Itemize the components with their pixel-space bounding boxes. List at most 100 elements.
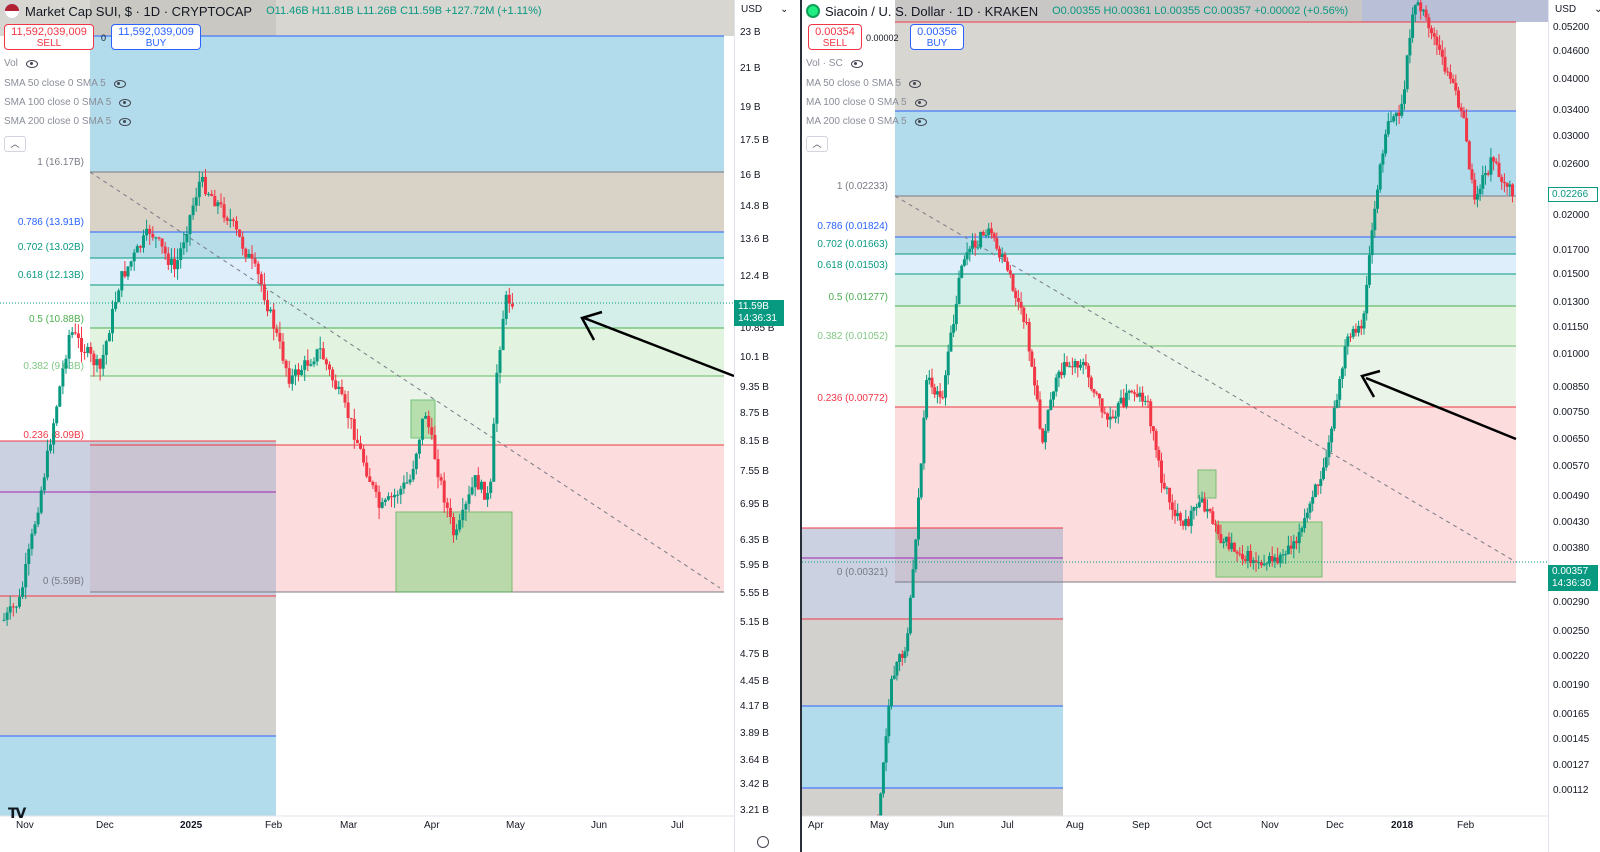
candle-body [1459, 107, 1463, 112]
left-symbol-title[interactable]: Market Cap SUI, $ · 1D · CRYPTOCAP [25, 3, 253, 19]
candle-body [476, 475, 480, 490]
candle-body [1189, 510, 1193, 526]
candle-body [1370, 230, 1374, 256]
candle-body [343, 394, 347, 403]
left-price-axis[interactable]: USD 23 B 21 B 19 B 17.5 B 16 B 14.8 B 13.6 B 12… [734, 0, 786, 852]
candle-body [1500, 177, 1504, 182]
price-tick-label: 0.04000 [1553, 74, 1590, 85]
price-tick-label: 9.35 B [740, 382, 769, 393]
eye-icon[interactable] [119, 98, 132, 107]
candle-body [331, 369, 335, 381]
right-indicator-ma100[interactable]: MA 100 close 0 SMA 5 [806, 97, 927, 108]
candle-body [1106, 413, 1109, 420]
candle-body [895, 661, 899, 676]
candle-body [1030, 351, 1034, 367]
collapse-legend-button[interactable]: ︿ [4, 136, 26, 152]
time-tick-label: Oct [1196, 820, 1212, 831]
candle-body [1313, 484, 1317, 498]
left-sell-button[interactable]: 11,592,039,009 SELL [4, 24, 94, 50]
eye-icon[interactable] [119, 117, 132, 126]
right-price-axis[interactable]: USD 0.05200 0.04600 0.04000 0.03400 0.03000 0… [1548, 0, 1600, 852]
right-symbol-title[interactable]: Siacoin / U. S. Dollar · 1D · KRAKEN [825, 3, 1039, 19]
fib-label: 0.236 (0.00772) [817, 393, 888, 404]
settings-icon[interactable] [757, 836, 769, 848]
candle-body [1138, 392, 1142, 397]
candle-body [42, 477, 46, 491]
chart-divider[interactable] [800, 0, 802, 852]
candle-body [1386, 121, 1390, 135]
candle-body [1322, 467, 1325, 480]
eye-icon[interactable] [850, 59, 863, 68]
left-indicator-vol[interactable]: Vol [4, 58, 38, 69]
candle-body [200, 176, 204, 182]
candle-body [930, 377, 934, 388]
candle-body [11, 606, 15, 608]
candle-body [1154, 431, 1158, 450]
left-chart-panel[interactable]: 1 (16.17B) 0.786 (13.91B) 0.702 (13.02B) 0.… [0, 0, 786, 852]
candle-body [1270, 555, 1274, 562]
left-indicator-sma200[interactable]: SMA 200 close 0 SMA 5 [4, 116, 132, 127]
left-buy-button[interactable]: 11,592,039,009 BUY [111, 24, 201, 50]
right-sell-button[interactable]: 0.00354 SELL [808, 24, 862, 50]
candle-body [1203, 498, 1207, 512]
candle-body [987, 228, 991, 235]
right-indicator-vol[interactable]: Vol · SC [806, 58, 863, 69]
candle-body [884, 736, 888, 763]
candle-body [486, 492, 490, 500]
candle-body [1357, 325, 1361, 333]
candle-body [1367, 255, 1371, 285]
candle-body [309, 364, 313, 366]
price-tick-label: 6.35 B [740, 535, 769, 546]
trendline [894, 195, 1517, 563]
eye-icon[interactable] [914, 98, 927, 107]
candle-body [1478, 188, 1482, 195]
candle-body [1070, 366, 1074, 368]
left-indicator-sma100[interactable]: SMA 100 close 0 SMA 5 [4, 97, 132, 108]
candle-body [430, 427, 434, 435]
candle-body [1178, 513, 1182, 521]
right-chart-canvas[interactable]: 1 (0.02233) 0.786 (0.01824) 0.702 (0.01663… [802, 0, 1600, 852]
gray-box-2 [802, 788, 1063, 816]
eye-icon[interactable] [25, 59, 38, 68]
fib-label: 0.786 (13.91B) [18, 217, 84, 228]
candle-body [45, 450, 49, 478]
candle-body [1505, 183, 1509, 187]
collapse-legend-button[interactable]: ︿ [806, 136, 828, 152]
eye-icon[interactable] [113, 79, 126, 88]
eye-icon[interactable] [909, 79, 922, 88]
candle-body [70, 332, 74, 335]
time-tick-label: Feb [1457, 820, 1475, 831]
price-tick-label: 6.95 B [740, 499, 769, 510]
candle-body [1187, 518, 1190, 526]
candle-body [61, 368, 65, 387]
candle-body [1349, 336, 1352, 338]
candle-body [1394, 112, 1398, 117]
candle-body [1286, 545, 1290, 555]
candle-body [954, 303, 958, 325]
candle-body [312, 361, 316, 365]
candle-body [501, 318, 505, 351]
left-chart-canvas[interactable]: 1 (16.17B) 0.786 (13.91B) 0.702 (13.02B) 0.… [0, 0, 786, 852]
eye-icon[interactable] [914, 117, 927, 126]
right-chart-panel[interactable]: 1 (0.02233) 0.786 (0.01824) 0.702 (0.01663… [802, 0, 1600, 852]
candle-body [76, 333, 80, 338]
blue-box [802, 706, 1063, 788]
left-currency-selector[interactable]: USD [741, 4, 786, 15]
fib-zone [90, 285, 724, 328]
candle-body [919, 463, 923, 498]
candle-body [510, 303, 514, 307]
candle-body [1249, 550, 1253, 564]
fib-zone [90, 172, 724, 232]
candle-body [1076, 360, 1080, 368]
left-indicator-sma50[interactable]: SMA 50 close 0 SMA 5 [4, 78, 126, 89]
right-indicator-ma50[interactable]: MA 50 close 0 SMA 5 [806, 78, 922, 89]
candle-body [148, 228, 152, 234]
right-indicator-ma200[interactable]: MA 200 close 0 SMA 5 [806, 116, 927, 127]
us-flag-icon [4, 3, 20, 19]
candle-body [210, 193, 214, 196]
right-currency-selector[interactable]: USD [1555, 4, 1600, 15]
price-tick-label: 17.5 B [740, 135, 769, 146]
candle-body [1362, 313, 1366, 329]
right-buy-button[interactable]: 0.00356 BUY [910, 24, 964, 50]
candle-body [1108, 416, 1112, 420]
